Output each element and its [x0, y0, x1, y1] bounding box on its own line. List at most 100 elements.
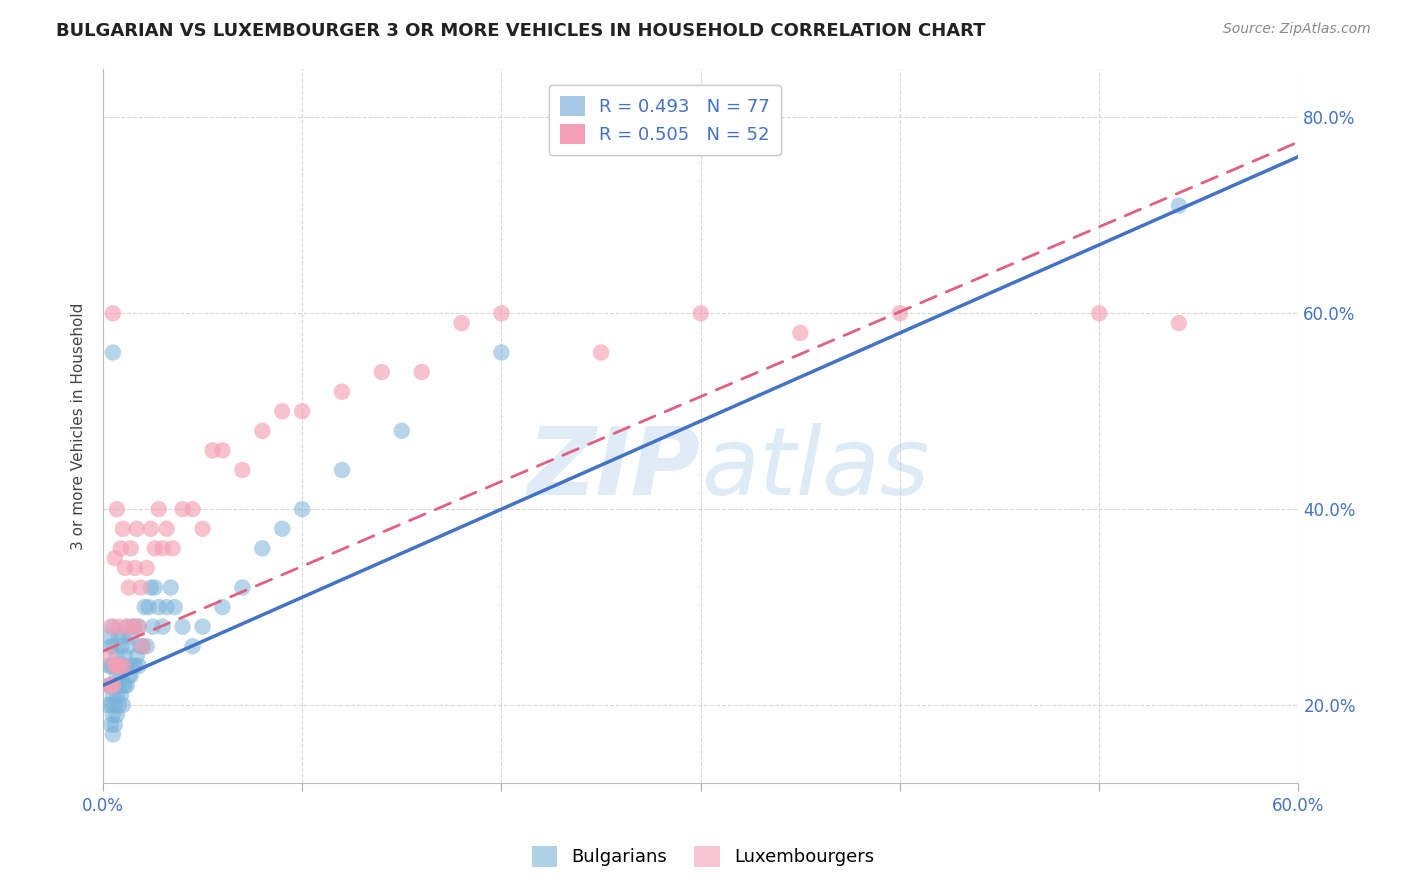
Point — [142, 620, 165, 634]
Point — [128, 620, 150, 634]
Point — [191, 522, 214, 536]
Point — [105, 502, 128, 516]
Point — [134, 600, 156, 615]
Point — [129, 640, 152, 654]
Point — [1088, 306, 1111, 320]
Point — [105, 688, 128, 702]
Point — [124, 561, 146, 575]
Point — [139, 522, 162, 536]
Point — [491, 306, 513, 320]
Point — [108, 658, 131, 673]
Point — [491, 345, 513, 359]
Point — [97, 658, 120, 673]
Point — [108, 678, 131, 692]
Point — [104, 658, 127, 673]
Point — [271, 522, 294, 536]
Point — [101, 688, 124, 702]
Point — [163, 600, 186, 615]
Text: Source: ZipAtlas.com: Source: ZipAtlas.com — [1223, 22, 1371, 37]
Point — [114, 561, 136, 575]
Point — [143, 541, 166, 556]
Point — [108, 630, 131, 644]
Point — [104, 698, 127, 712]
Point — [252, 424, 274, 438]
Legend: Bulgarians, Luxembourgers: Bulgarians, Luxembourgers — [524, 838, 882, 874]
Point — [118, 581, 141, 595]
Point — [121, 620, 143, 634]
Point — [450, 316, 472, 330]
Point — [105, 648, 128, 663]
Point — [124, 658, 146, 673]
Point — [100, 717, 122, 731]
Point — [100, 620, 122, 634]
Point — [789, 326, 811, 340]
Point — [128, 658, 150, 673]
Point — [391, 424, 413, 438]
Point — [135, 561, 157, 575]
Point — [231, 581, 253, 595]
Point — [291, 404, 314, 418]
Point — [111, 678, 134, 692]
Point — [120, 668, 142, 682]
Point — [108, 658, 131, 673]
Point — [231, 463, 253, 477]
Point — [211, 600, 233, 615]
Point — [271, 404, 294, 418]
Point — [118, 640, 141, 654]
Point — [148, 502, 170, 516]
Point — [156, 600, 179, 615]
Point — [291, 502, 314, 516]
Point — [132, 640, 155, 654]
Point — [156, 522, 179, 536]
Point — [591, 345, 613, 359]
Point — [105, 658, 128, 673]
Point — [115, 658, 138, 673]
Point — [120, 541, 142, 556]
Point — [148, 600, 170, 615]
Point — [138, 600, 160, 615]
Point — [118, 668, 141, 682]
Point — [100, 698, 122, 712]
Point — [108, 620, 131, 634]
Point — [100, 658, 122, 673]
Point — [181, 502, 204, 516]
Point — [252, 541, 274, 556]
Point — [111, 698, 134, 712]
Point — [111, 522, 134, 536]
Point — [97, 678, 120, 692]
Point — [162, 541, 184, 556]
Point — [172, 620, 194, 634]
Text: BULGARIAN VS LUXEMBOURGER 3 OR MORE VEHICLES IN HOUSEHOLD CORRELATION CHART: BULGARIAN VS LUXEMBOURGER 3 OR MORE VEHI… — [56, 22, 986, 40]
Point — [889, 306, 911, 320]
Point — [104, 717, 127, 731]
Text: ZIP: ZIP — [527, 423, 700, 515]
Point — [181, 640, 204, 654]
Point — [111, 658, 134, 673]
Point — [159, 581, 181, 595]
Point — [211, 443, 233, 458]
Point — [129, 581, 152, 595]
Point — [201, 443, 224, 458]
Point — [105, 707, 128, 722]
Point — [110, 640, 132, 654]
Point — [100, 640, 122, 654]
Point — [110, 688, 132, 702]
Point — [101, 707, 124, 722]
Point — [114, 648, 136, 663]
Point — [330, 463, 353, 477]
Point — [104, 551, 127, 566]
Point — [111, 630, 134, 644]
Point — [152, 620, 174, 634]
Point — [152, 541, 174, 556]
Point — [101, 345, 124, 359]
Point — [115, 620, 138, 634]
Point — [172, 502, 194, 516]
Point — [114, 678, 136, 692]
Text: atlas: atlas — [700, 424, 929, 515]
Point — [97, 648, 120, 663]
Point — [132, 640, 155, 654]
Y-axis label: 3 or more Vehicles in Household: 3 or more Vehicles in Household — [72, 302, 86, 549]
Point — [101, 306, 124, 320]
Point — [120, 630, 142, 644]
Point — [96, 698, 118, 712]
